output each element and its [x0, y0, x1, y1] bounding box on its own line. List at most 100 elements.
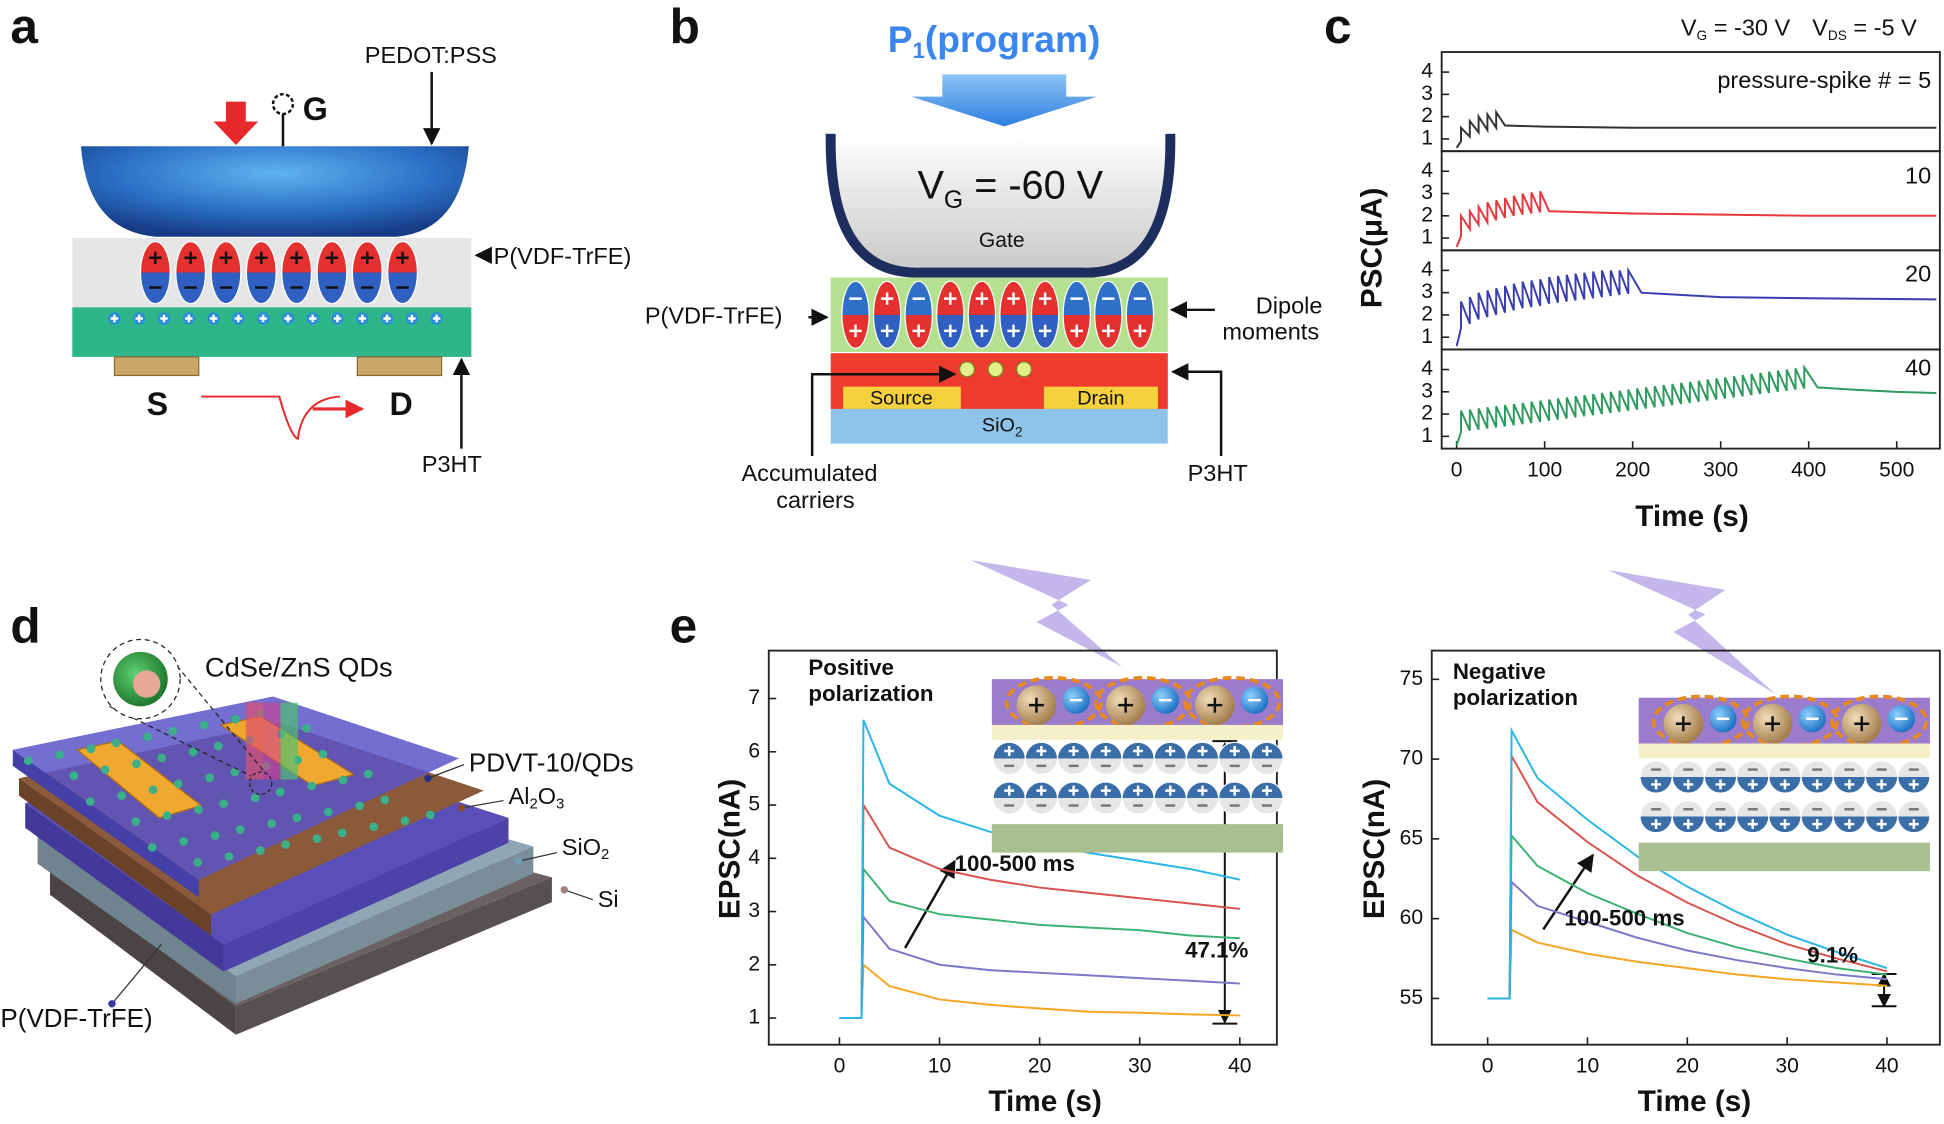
- light-pillar: [263, 702, 281, 780]
- text: = -30 V: [1707, 15, 1790, 41]
- y-tick-label: 55: [1400, 986, 1423, 1009]
- annotation: 20: [1905, 260, 1931, 286]
- plot-frame: [1440, 348, 1941, 450]
- dipole: [904, 280, 933, 349]
- y-tick-label: 2: [1421, 302, 1433, 325]
- panel-label: e: [670, 598, 698, 654]
- source-electrode: [113, 356, 200, 377]
- dot: [100, 765, 110, 775]
- gate-voltage: VG = -60 V: [917, 164, 1103, 213]
- plus-sign: [1197, 785, 1208, 796]
- dot: [301, 723, 311, 733]
- annotation: 100-500 ms: [1564, 905, 1684, 930]
- dipole: [245, 241, 277, 305]
- dot: [168, 726, 178, 736]
- text: SiO: [562, 834, 601, 860]
- label: SiO2: [982, 415, 1023, 440]
- plus-sign: [1036, 746, 1047, 756]
- leader-dot: [560, 886, 569, 894]
- text: O: [538, 783, 556, 809]
- plus-sign: [880, 324, 894, 338]
- dielectric-side: [25, 803, 224, 972]
- leader-dot: [457, 804, 466, 812]
- plus-sign: [1747, 779, 1758, 790]
- dot: [250, 793, 260, 803]
- plus-sign: [944, 324, 957, 338]
- dot: [117, 791, 126, 800]
- si-side: [49, 867, 236, 1035]
- plot-frame: [1430, 649, 1941, 1046]
- dipole: [175, 241, 207, 305]
- label: P(VDF-TrFE): [0, 1003, 152, 1033]
- panel-label: d: [10, 598, 40, 654]
- leader: [564, 889, 593, 901]
- panel-label: b: [670, 0, 700, 54]
- y-axis-label: PSC(μA): [1355, 188, 1388, 309]
- y-axis-label: EPSC(nA): [713, 779, 746, 919]
- plus-sign: [1100, 746, 1111, 756]
- dipole: [1125, 280, 1155, 349]
- plus-sign: [1100, 785, 1111, 796]
- label: moments: [1222, 319, 1319, 345]
- pressure-arrow: [213, 101, 259, 145]
- y-tick-label: 4: [1421, 357, 1433, 380]
- plus-sign: [1779, 819, 1790, 830]
- dot: [188, 747, 198, 757]
- y-tick-label: 4: [1421, 258, 1433, 281]
- y-tick-label: 3: [748, 899, 760, 922]
- dot: [179, 837, 188, 846]
- y-tick-label: 7: [748, 686, 760, 709]
- gate-label: G: [303, 91, 328, 127]
- light-bolt: [1607, 570, 1776, 694]
- text: V: [917, 164, 944, 208]
- text: 2: [601, 847, 609, 863]
- y-tick-label: 1: [748, 1006, 760, 1029]
- plus-sign: [325, 251, 339, 264]
- condition: VDS = -5 V: [1812, 15, 1917, 43]
- plus-sign: [396, 251, 409, 264]
- text: 2: [1015, 424, 1023, 439]
- plus-sign: [1675, 716, 1691, 732]
- panel-label: a: [10, 0, 38, 54]
- x-tick-label: 200: [1615, 458, 1650, 481]
- dipole: [351, 241, 383, 305]
- dipole: [139, 241, 171, 305]
- dot: [219, 799, 229, 808]
- y-tick-label: 3: [1421, 280, 1433, 303]
- plus-sign: [309, 314, 317, 323]
- inset-title: polarization: [808, 681, 933, 706]
- dot: [400, 816, 410, 826]
- plus-sign: [1683, 779, 1694, 790]
- dot: [173, 779, 183, 789]
- dot: [380, 795, 390, 805]
- leader: [111, 943, 163, 1005]
- label: P(VDF-TrFE): [645, 302, 783, 328]
- inset-title: Positive: [808, 655, 894, 680]
- plus-sign: [1229, 746, 1240, 756]
- focus-ring: [248, 771, 273, 795]
- y-tick-label: 4: [1421, 60, 1433, 83]
- dot: [193, 858, 203, 867]
- plus-sign: [1029, 697, 1044, 713]
- dipole: [999, 280, 1028, 349]
- plus-sign: [184, 251, 197, 264]
- plus-sign: [880, 292, 894, 305]
- text: SiO: [982, 415, 1015, 437]
- dot: [231, 714, 240, 724]
- gate-terminal: [271, 92, 295, 116]
- y-tick-label: 60: [1400, 906, 1423, 929]
- trend-arrow: [904, 859, 956, 949]
- dot: [230, 767, 240, 777]
- dot: [111, 738, 121, 748]
- plus-sign: [383, 314, 391, 323]
- x-tick-label: 10: [928, 1055, 951, 1078]
- dot: [147, 843, 157, 852]
- sio2-side: [37, 836, 236, 1004]
- text: (program): [925, 18, 1100, 60]
- plus-sign: [1068, 785, 1079, 796]
- label: carriers: [776, 487, 854, 513]
- text: 2: [529, 796, 537, 812]
- y-tick-label: 2: [1421, 104, 1433, 127]
- plus-sign: [1715, 779, 1726, 790]
- y-tick-label: 5: [748, 793, 760, 816]
